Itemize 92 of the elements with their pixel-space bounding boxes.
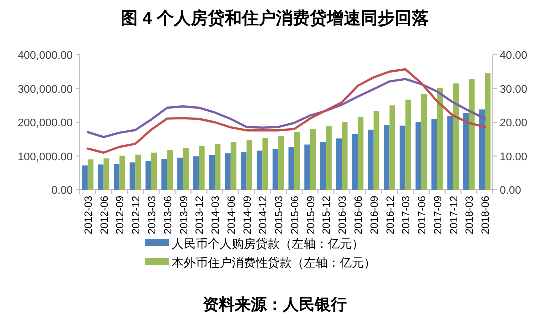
x-tick-label: 2014-06 [226,196,238,235]
x-tick-label: 2016-03 [337,196,350,235]
x-tick-label: 2016-12 [384,196,397,235]
x-tick-label: 2013-12 [194,196,206,235]
bar [114,164,120,190]
legend-label: 本外币住户消费性贷款（左轴：亿元） [172,256,376,270]
bar [278,136,284,190]
x-tick-label: 2014-12 [258,196,270,235]
x-tick-label: 2012-03 [82,196,95,235]
y-tick-label: 400,000.00 [18,50,73,62]
text: 资料来源：人民银行 [203,296,347,314]
bar [437,88,444,190]
bar [256,150,263,190]
bar [178,158,184,190]
bar [463,113,470,190]
bar [241,152,247,190]
bar [225,154,231,190]
bar [326,126,332,190]
bar [432,119,438,190]
bar [304,144,310,190]
bar [336,138,342,190]
bar [310,129,316,190]
bar [352,134,358,190]
x-tick-label: 2016-06 [352,196,365,235]
bar [246,140,253,190]
bar [136,154,142,190]
bar [167,150,174,190]
bar [358,117,364,190]
bar [88,160,94,190]
chart-title: 图 4 个人房贷和住户消费贷增速同步回落 [121,9,429,28]
bar [288,147,294,190]
x-tick-label: 2016-09 [368,196,381,235]
y2-tick-label: 0.00 [500,185,522,197]
x-tick-label: 2017-06 [416,196,429,235]
x-tick-label: 2013-09 [178,196,190,235]
bar [162,159,168,190]
bar [183,148,189,190]
y2-tick-label: 40.00 [500,50,528,62]
bar [230,142,237,190]
bar [98,164,104,190]
bar [82,166,88,190]
x-tick-label: 2012-09 [114,196,127,235]
y-tick-label: 0.00 [52,185,73,197]
bar [453,84,460,190]
x-tick-label: 2018-06 [480,196,492,235]
x-tick-label: 2014-03 [210,196,222,235]
x-tick-label: 2014-09 [242,196,254,235]
y2-tick-label: 20.00 [500,118,528,130]
x-tick-label: 2013-06 [162,196,174,235]
bar [422,94,428,190]
y2-tick-label: 30.00 [500,84,528,96]
bar [104,158,110,190]
bar [416,122,422,190]
x-tick-label: 2017-03 [400,196,413,235]
y-tick-label: 300,000.00 [18,84,73,96]
bar [120,156,126,190]
bar [215,144,221,190]
bar [209,155,216,190]
bar [374,111,380,190]
bar [400,126,406,190]
legend-label: 人民币个人购房贷款（左轴：亿元） [172,237,364,251]
bar [151,152,158,190]
bar [272,150,279,190]
x-tick-label: 2017-09 [432,196,444,235]
bar [342,122,348,190]
bar [294,132,300,190]
bar [193,156,200,190]
x-tick-label: 2012-06 [98,196,111,235]
bar [390,106,396,190]
x-tick-label: 2015-12 [321,196,334,235]
bar [368,130,374,190]
bar [469,79,475,190]
y-tick-label: 100,000.00 [18,151,73,164]
bar [479,110,486,190]
bar [448,116,454,190]
bar [146,160,152,190]
x-tick-label: 2018-03 [464,196,476,235]
x-tick-label: 2015-06 [289,196,302,235]
bar [384,126,390,190]
bar [199,146,205,190]
bar [130,162,136,190]
bar [320,142,326,190]
x-tick-label: 2015-03 [274,196,286,235]
bar [406,100,412,190]
x-tick-label: 2017-12 [448,196,460,235]
y-tick-label: 200,000.00 [18,118,73,130]
bar [485,74,491,190]
x-tick-label: 2012-12 [130,196,143,235]
x-tick-label: 2013-03 [146,196,158,235]
y2-tick-label: 10.00 [500,151,528,164]
x-tick-label: 2015-09 [305,196,318,235]
bar [262,138,268,190]
